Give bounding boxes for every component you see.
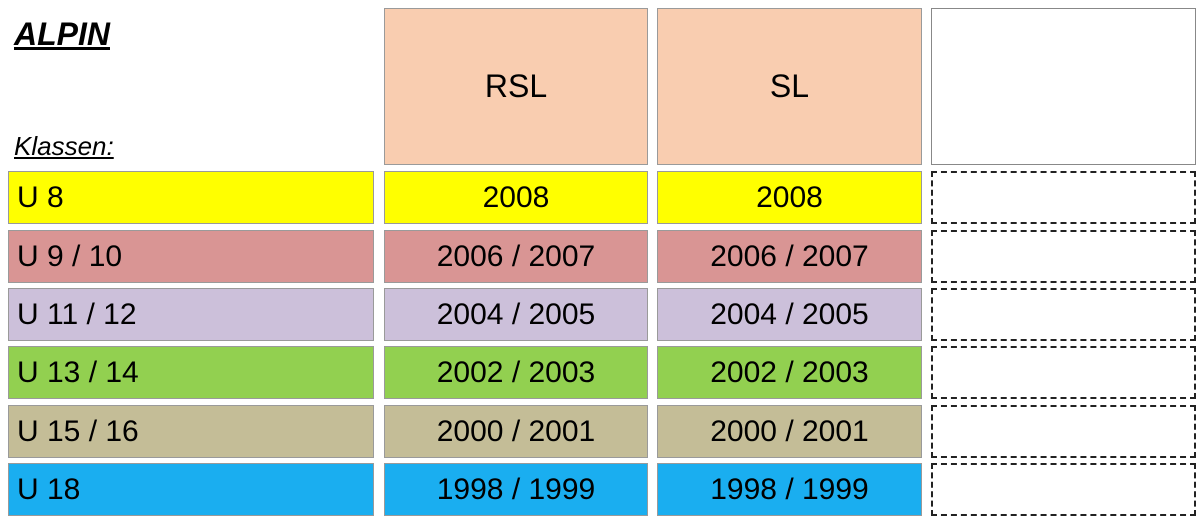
column-header: RSL xyxy=(384,8,648,165)
year-cell: 1998 / 1999 xyxy=(657,463,922,516)
empty-cell xyxy=(931,346,1196,399)
year-cell: 2000 / 2001 xyxy=(384,405,648,458)
year-cell: 2006 / 2007 xyxy=(384,230,648,283)
year-cell: 2006 / 2007 xyxy=(657,230,922,283)
year-cell: 2002 / 2003 xyxy=(657,346,922,399)
class-cell: U 8 xyxy=(8,171,374,224)
year-cell: 2004 / 2005 xyxy=(657,288,922,341)
year-cell: 1998 / 1999 xyxy=(384,463,648,516)
class-cell: U 9 / 10 xyxy=(8,230,374,283)
class-cell: U 13 / 14 xyxy=(8,346,374,399)
year-cell: 2008 xyxy=(384,171,648,224)
empty-cell xyxy=(931,463,1196,516)
year-cell: 2004 / 2005 xyxy=(384,288,648,341)
empty-cell xyxy=(931,288,1196,341)
title: ALPIN xyxy=(14,16,110,52)
year-cell: 2002 / 2003 xyxy=(384,346,648,399)
empty-header xyxy=(931,8,1196,165)
empty-cell xyxy=(931,230,1196,283)
year-cell: 2000 / 2001 xyxy=(657,405,922,458)
empty-cell xyxy=(931,171,1196,224)
year-cell: 2008 xyxy=(657,171,922,224)
class-cell: U 15 / 16 xyxy=(8,405,374,458)
column-header: SL xyxy=(657,8,922,165)
class-cell: U 18 xyxy=(8,463,374,516)
class-cell: U 11 / 12 xyxy=(8,288,374,341)
empty-cell xyxy=(931,405,1196,458)
subtitle: Klassen: xyxy=(14,131,114,161)
